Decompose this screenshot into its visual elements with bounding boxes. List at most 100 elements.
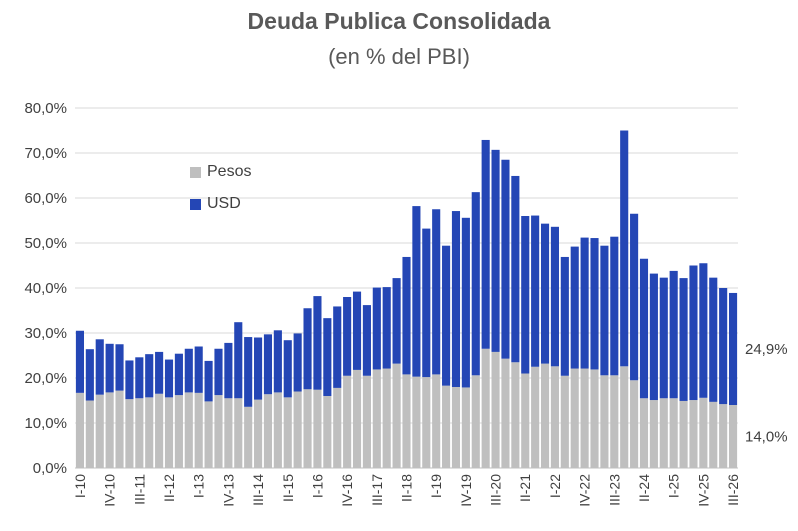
bar-pesos	[204, 401, 213, 468]
bar-usd	[501, 159, 510, 359]
x-tick-label: I-10	[72, 474, 88, 498]
x-tick-label: III-23	[606, 474, 622, 506]
bar-pesos	[432, 374, 441, 468]
chart-subtitle: (en % del PBI)	[328, 44, 470, 69]
legend-swatch-pesos	[190, 166, 201, 178]
bar-usd	[352, 291, 362, 370]
x-tick-label: IV-10	[102, 474, 118, 507]
bar-usd	[323, 318, 332, 396]
bar-pesos	[669, 398, 678, 468]
bar-pesos	[214, 395, 223, 468]
x-tick-label: II-12	[161, 474, 177, 502]
bar-usd	[728, 292, 738, 405]
bar-usd	[531, 215, 540, 367]
bar-usd	[521, 216, 530, 374]
bar-pesos	[709, 401, 718, 468]
x-tick-label: I-13	[191, 474, 207, 498]
bar-usd	[343, 297, 352, 376]
bar-pesos	[303, 389, 312, 468]
bar-pesos	[461, 387, 470, 468]
bar-pesos	[689, 400, 698, 468]
y-tick-label: 80,0%	[24, 100, 67, 117]
bar-usd	[164, 359, 174, 398]
y-tick-label: 30,0%	[24, 325, 67, 342]
bar-pesos	[491, 351, 500, 468]
bar-pesos	[639, 398, 649, 468]
bar-pesos	[412, 376, 421, 468]
bar-pesos	[610, 375, 619, 468]
bar-pesos	[540, 363, 550, 468]
bar-usd	[75, 330, 85, 393]
y-tick-label: 60,0%	[24, 190, 67, 207]
bar-usd	[234, 322, 243, 399]
bar-usd	[560, 256, 569, 376]
bar-pesos	[293, 391, 302, 468]
bar-usd	[412, 206, 421, 377]
x-tick-label: II-18	[399, 474, 415, 502]
bar-usd	[679, 278, 688, 401]
bar-pesos	[451, 387, 461, 468]
y-tick-label: 50,0%	[24, 235, 67, 252]
bar-pesos	[630, 380, 639, 468]
bar-usd	[422, 228, 431, 378]
bar-pesos	[442, 385, 451, 468]
bar-pesos	[560, 375, 569, 468]
bar-usd	[709, 277, 718, 402]
bar-pesos	[600, 375, 609, 468]
bar-pesos	[283, 397, 292, 468]
bar-pesos	[471, 375, 480, 468]
bar-pesos	[145, 397, 154, 468]
bar-usd	[669, 270, 678, 399]
x-tick-label: III-17	[369, 474, 385, 506]
bar-usd	[392, 278, 401, 364]
bar-usd	[471, 192, 480, 376]
bar-pesos	[590, 369, 599, 468]
bar-pesos	[521, 373, 530, 468]
bar-usd	[303, 308, 312, 390]
bar-pesos	[402, 374, 411, 468]
x-tick-label: III-26	[725, 474, 741, 506]
bar-usd	[451, 211, 461, 387]
x-tick-label: IV-13	[220, 474, 236, 507]
bar-pesos	[194, 392, 203, 468]
x-tick-label: I-22	[547, 474, 563, 498]
bar-usd	[649, 273, 658, 401]
bar-usd	[263, 334, 273, 395]
bar-pesos	[679, 400, 688, 468]
bar-pesos	[75, 392, 85, 468]
x-tick-label: III-11	[131, 474, 147, 505]
bar-usd	[540, 223, 550, 364]
bar-usd	[135, 357, 144, 399]
y-tick-label: 10,0%	[24, 415, 67, 432]
x-tick-label: IV-19	[458, 474, 474, 507]
y-tick-label: 20,0%	[24, 370, 67, 387]
bar-usd	[719, 288, 728, 405]
bar-pesos	[392, 363, 401, 468]
bar-pesos	[135, 398, 144, 468]
bar-pesos	[155, 393, 164, 468]
bar-usd	[511, 175, 520, 363]
bar-usd	[105, 343, 114, 393]
bar-pesos	[323, 396, 332, 468]
bar-usd	[461, 217, 470, 388]
bar-usd	[85, 349, 94, 401]
bar-pesos	[115, 390, 124, 468]
bar-pesos	[164, 397, 174, 468]
bar-usd	[362, 305, 371, 376]
bar-pesos	[362, 375, 371, 468]
bar-pesos	[352, 369, 362, 468]
bar-pesos	[372, 369, 381, 468]
x-tick-label: IV-22	[577, 474, 593, 507]
bar-pesos	[85, 400, 94, 468]
bar-pesos	[224, 398, 233, 468]
bar-usd	[333, 306, 342, 388]
bar-usd	[214, 348, 223, 396]
bar-usd	[580, 237, 589, 369]
legend-item-usd: USD	[190, 195, 241, 213]
bar-usd	[313, 296, 322, 390]
bar-usd	[125, 360, 134, 400]
bar-usd	[442, 245, 451, 386]
bar-usd	[491, 149, 500, 352]
x-tick-label: I-19	[428, 474, 444, 498]
bar-pesos	[382, 368, 391, 468]
